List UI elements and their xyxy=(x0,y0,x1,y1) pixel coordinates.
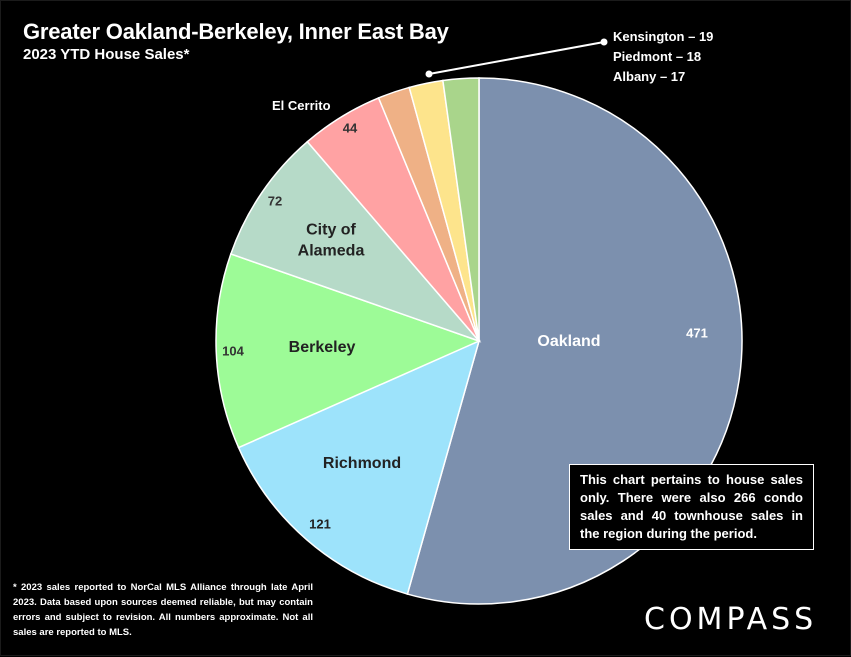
slice-berkeley xyxy=(215,252,482,449)
callout-leader-dot-end xyxy=(600,38,608,46)
callout-leader-dot-start xyxy=(425,70,433,78)
slice-richmond xyxy=(237,339,481,595)
value-label-berkeley: 104 xyxy=(222,343,244,358)
value-label-el-cerrito: 44 xyxy=(343,120,358,135)
value-label-richmond: 121 xyxy=(309,516,331,531)
callout-piedmont: Piedmont – 18 xyxy=(613,49,702,64)
category-label-city-of-alameda-line-1: City of xyxy=(306,222,356,239)
callout-kensington: Kensington – 19 xyxy=(613,29,714,44)
slice-city-of-alameda xyxy=(229,140,482,343)
small-slices-callout xyxy=(425,38,608,78)
note-box: This chart pertains to house sales only.… xyxy=(569,464,814,550)
category-label-oakland: Oakland xyxy=(537,333,600,350)
value-label-oakland: 471 xyxy=(686,325,708,340)
value-label-city-of-alameda: 72 xyxy=(268,193,282,208)
callout-albany: Albany – 17 xyxy=(613,69,686,84)
slice-kensington xyxy=(442,77,480,342)
category-label-richmond: Richmond xyxy=(323,455,401,472)
chart-title: Greater Oakland-Berkeley, Inner East Bay xyxy=(23,19,449,44)
compass-logo: COMPASS xyxy=(644,602,818,637)
chart-subtitle: 2023 YTD House Sales* xyxy=(23,46,190,63)
el-cerrito-label: El Cerrito xyxy=(272,98,331,113)
footnote: * 2023 sales reported to NorCal MLS Alli… xyxy=(13,582,313,638)
category-label-berkeley: Berkeley xyxy=(289,339,356,356)
pie-labels: Oakland Richmond Berkeley City of Alameda 471… xyxy=(222,120,708,531)
callout-leader-line xyxy=(428,41,605,75)
category-label-city-of-alameda-line-2: Alameda xyxy=(298,243,365,260)
